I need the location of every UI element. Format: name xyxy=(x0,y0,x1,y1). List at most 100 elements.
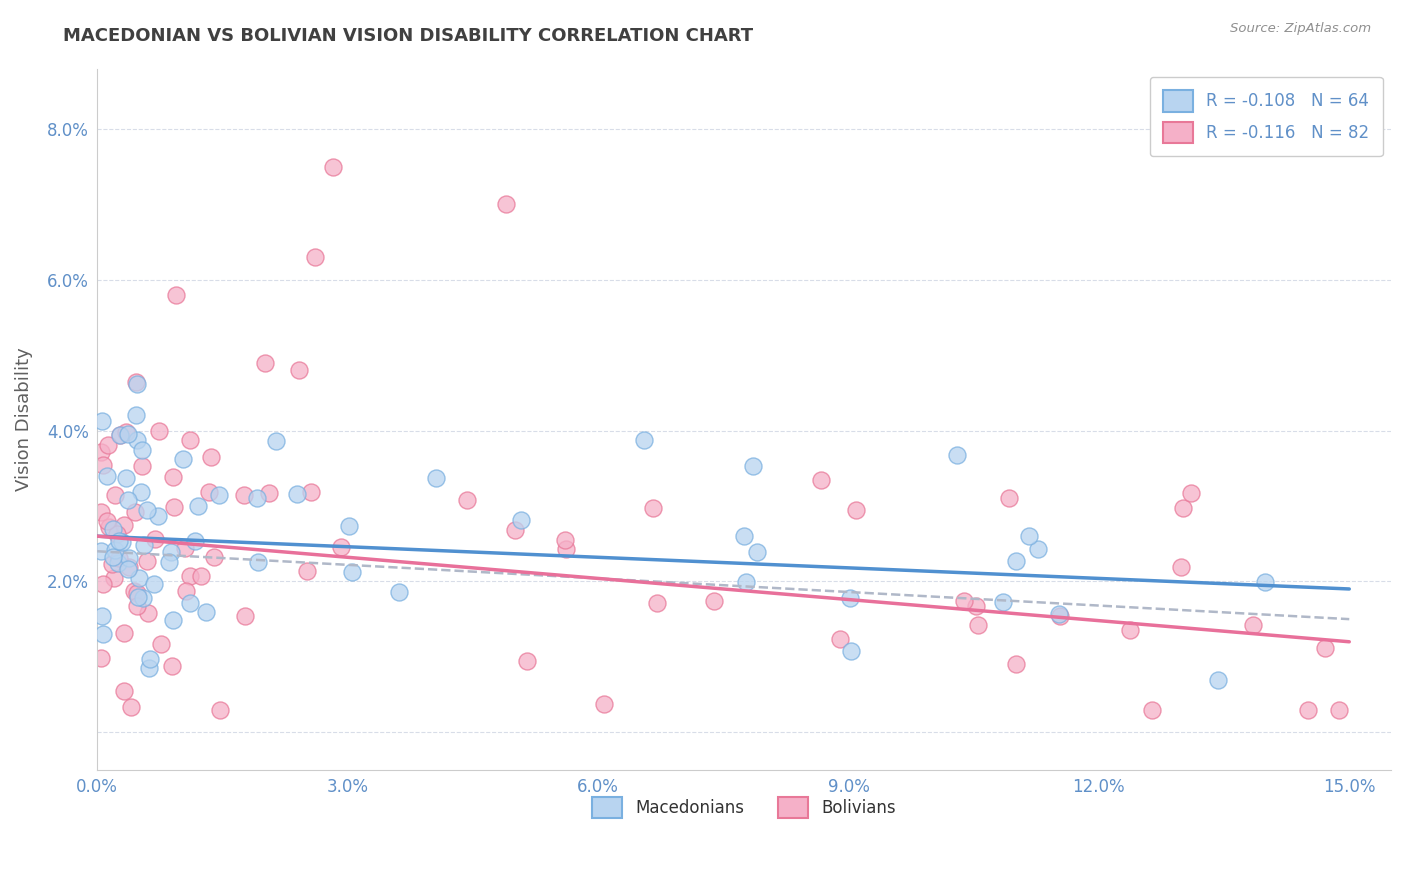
Point xyxy=(107,533,129,548)
Point xyxy=(108,428,131,442)
Point xyxy=(998,491,1021,505)
Point xyxy=(118,560,141,574)
Point xyxy=(107,556,129,570)
Point xyxy=(162,613,184,627)
Point xyxy=(202,550,225,565)
Point xyxy=(148,509,170,524)
Point xyxy=(110,428,132,442)
Point xyxy=(97,438,120,452)
Point xyxy=(122,584,145,599)
Point xyxy=(179,433,201,447)
Point xyxy=(1004,657,1026,672)
Point xyxy=(235,609,257,624)
Point xyxy=(304,250,326,264)
Point xyxy=(160,659,183,673)
Point xyxy=(91,414,114,428)
Point xyxy=(991,595,1014,609)
Point xyxy=(132,538,155,552)
Point xyxy=(90,444,112,458)
Point xyxy=(810,473,832,487)
Point xyxy=(90,543,112,558)
Point xyxy=(209,703,232,717)
Point xyxy=(135,503,157,517)
Point xyxy=(1049,609,1071,624)
Point xyxy=(111,535,134,549)
Text: Source: ZipAtlas.com: Source: ZipAtlas.com xyxy=(1230,22,1371,36)
Point xyxy=(176,584,198,599)
Point xyxy=(208,488,231,502)
Point xyxy=(734,575,756,590)
Point xyxy=(1327,703,1350,717)
Point xyxy=(1026,541,1049,556)
Point xyxy=(1180,486,1202,500)
Point xyxy=(194,605,217,619)
Y-axis label: Vision Disability: Vision Disability xyxy=(15,347,32,491)
Point xyxy=(295,564,318,578)
Point xyxy=(246,555,269,569)
Point xyxy=(330,540,353,554)
Point xyxy=(828,632,851,646)
Point xyxy=(117,562,139,576)
Point xyxy=(246,491,269,506)
Point xyxy=(554,533,576,547)
Point xyxy=(127,599,149,614)
Point xyxy=(125,375,148,389)
Point xyxy=(173,541,195,555)
Point xyxy=(1119,623,1142,637)
Point xyxy=(93,458,115,473)
Point xyxy=(157,555,180,569)
Point xyxy=(953,594,976,608)
Point xyxy=(592,697,614,711)
Point xyxy=(103,571,125,585)
Point xyxy=(264,434,287,449)
Point xyxy=(150,637,173,651)
Point xyxy=(108,550,131,565)
Point xyxy=(117,426,139,441)
Legend: Macedonians, Bolivians: Macedonians, Bolivians xyxy=(586,790,903,825)
Point xyxy=(114,425,136,440)
Point xyxy=(125,409,148,423)
Point xyxy=(90,505,112,519)
Point xyxy=(128,571,150,585)
Point xyxy=(103,523,125,537)
Point xyxy=(1298,703,1320,717)
Point xyxy=(495,197,517,211)
Point xyxy=(287,487,309,501)
Point xyxy=(1005,554,1028,568)
Point xyxy=(516,654,538,668)
Point xyxy=(90,651,112,665)
Point xyxy=(839,643,862,657)
Point xyxy=(118,550,141,565)
Point xyxy=(288,363,311,377)
Point xyxy=(131,442,153,457)
Point xyxy=(1313,640,1336,655)
Point xyxy=(425,471,447,485)
Point xyxy=(143,577,166,591)
Point xyxy=(104,543,127,558)
Point xyxy=(160,545,183,559)
Point xyxy=(145,532,167,546)
Point xyxy=(104,487,127,501)
Point xyxy=(1047,607,1070,621)
Point xyxy=(184,533,207,548)
Point xyxy=(844,502,866,516)
Point xyxy=(179,569,201,583)
Point xyxy=(1018,528,1040,542)
Point xyxy=(91,576,114,591)
Point xyxy=(127,377,149,392)
Point xyxy=(179,596,201,610)
Point xyxy=(322,160,344,174)
Point xyxy=(112,625,135,640)
Point xyxy=(703,594,725,608)
Point xyxy=(965,599,987,613)
Point xyxy=(967,617,990,632)
Point xyxy=(233,487,256,501)
Point xyxy=(190,569,212,583)
Point xyxy=(129,485,152,500)
Point xyxy=(509,513,531,527)
Point xyxy=(1241,617,1264,632)
Point xyxy=(112,683,135,698)
Point xyxy=(117,493,139,508)
Point xyxy=(257,485,280,500)
Point xyxy=(101,550,124,565)
